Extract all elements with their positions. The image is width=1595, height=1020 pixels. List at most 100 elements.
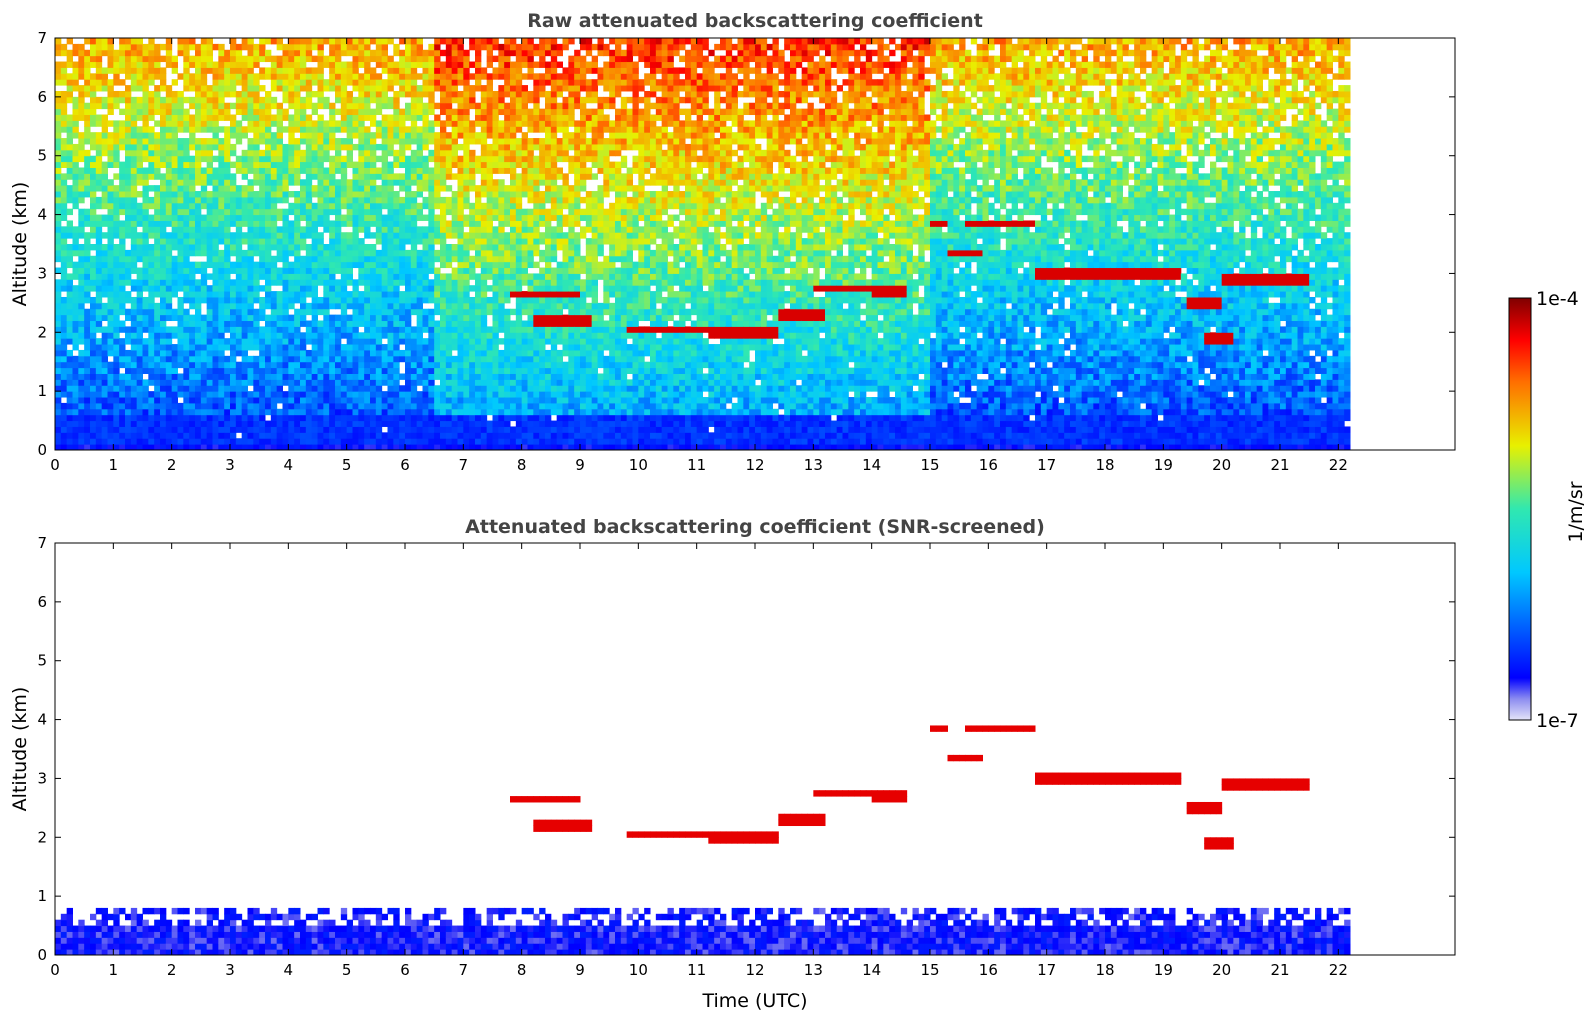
- heatmap-cell: [270, 55, 278, 63]
- heatmap-cell: [445, 367, 453, 374]
- heatmap-cell: [270, 385, 278, 392]
- heatmap-cell: [317, 85, 324, 92]
- heatmap-cell: [463, 302, 470, 310]
- heatmap-cell: [317, 261, 324, 269]
- heatmap-cell: [119, 132, 126, 139]
- heatmap-cell: [434, 185, 441, 192]
- heatmap-cell: [95, 444, 103, 450]
- heatmap-cell: [55, 349, 62, 357]
- heatmap-cell: [288, 332, 295, 339]
- heatmap-cell: [72, 285, 79, 292]
- heatmap-cell: [428, 226, 435, 233]
- heatmap-cell: [107, 79, 114, 86]
- heatmap-cell: [475, 196, 482, 204]
- heatmap-cell: [498, 391, 505, 398]
- heatmap-cell: [60, 332, 68, 339]
- heatmap-cell: [125, 43, 132, 51]
- heatmap-cell: [130, 249, 138, 257]
- heatmap-cell: [305, 391, 313, 398]
- heatmap-cell: [451, 332, 458, 339]
- heatmap-cell: [107, 149, 114, 157]
- heatmap-cell: [113, 232, 120, 239]
- heatmap-cell: [66, 49, 73, 57]
- heatmap-cell: [445, 355, 453, 363]
- heatmap-cell: [206, 255, 213, 263]
- heatmap-cell: [469, 385, 476, 392]
- heatmap-cell: [101, 114, 108, 121]
- heatmap-cell: [475, 226, 482, 233]
- heatmap-cell: [311, 138, 318, 145]
- heatmap-cell: [311, 173, 318, 180]
- heatmap-cell: [142, 120, 149, 127]
- heatmap-cell: [125, 202, 132, 210]
- heatmap-cell: [253, 49, 260, 57]
- heatmap-cell: [410, 120, 418, 127]
- heatmap-cell: [440, 285, 447, 292]
- heatmap-cell: [247, 149, 254, 157]
- heatmap-cell: [504, 232, 511, 239]
- heatmap-cell: [282, 267, 289, 274]
- heatmap-cell: [265, 114, 272, 121]
- heatmap-cell: [218, 308, 225, 316]
- heatmap-cell: [177, 385, 184, 392]
- heatmap-cell: [142, 214, 149, 221]
- heatmap-cell: [95, 320, 103, 327]
- heatmap-cell: [66, 338, 73, 345]
- heatmap-cell: [72, 85, 79, 92]
- heatmap-cell: [125, 179, 132, 186]
- heatmap-cell: [212, 132, 219, 139]
- heatmap-cell: [206, 320, 213, 327]
- heatmap-cell: [300, 391, 307, 398]
- heatmap-cell: [224, 391, 231, 398]
- heatmap-cell: [130, 391, 138, 398]
- heatmap-cell: [469, 332, 476, 339]
- heatmap-cell: [183, 38, 190, 45]
- heatmap-cell: [84, 373, 91, 380]
- heatmap-cell: [276, 61, 283, 68]
- heatmap-cell: [230, 38, 237, 45]
- heatmap-cell: [492, 373, 499, 380]
- heatmap-cell: [294, 255, 301, 263]
- heatmap-cell: [340, 214, 348, 221]
- heatmap-cell: [335, 426, 342, 433]
- heatmap-cell: [195, 61, 202, 68]
- heatmap-cell: [486, 232, 493, 239]
- heatmap-cell: [212, 155, 219, 163]
- heatmap-cell: [311, 132, 318, 139]
- heatmap-cell: [294, 114, 301, 121]
- heatmap-cell: [364, 414, 371, 422]
- heatmap-cell: [375, 108, 383, 116]
- heatmap-cell: [148, 296, 155, 304]
- heatmap-cell: [78, 367, 85, 374]
- heatmap-cell: [282, 232, 289, 239]
- heatmap-cell: [335, 355, 342, 363]
- heatmap-cell: [282, 414, 289, 422]
- heatmap-cell: [72, 367, 79, 374]
- heatmap-cell: [107, 432, 114, 439]
- heatmap-cell: [154, 432, 161, 439]
- heatmap-cell: [428, 391, 435, 398]
- heatmap-cell: [340, 367, 348, 374]
- heatmap-cell: [218, 67, 225, 74]
- heatmap-cell: [381, 185, 388, 192]
- heatmap-cell: [265, 261, 272, 269]
- heatmap-cell: [259, 214, 266, 221]
- heatmap-cell: [101, 102, 108, 110]
- heatmap-cell: [177, 279, 184, 286]
- heatmap-cell: [107, 302, 114, 310]
- heatmap-cell: [288, 96, 295, 104]
- heatmap-cell: [107, 414, 114, 422]
- heatmap-cell: [72, 402, 79, 410]
- heatmap-cell: [335, 73, 342, 80]
- heatmap-cell: [165, 120, 173, 127]
- heatmap-cell: [160, 220, 167, 227]
- heatmap-cell: [340, 397, 348, 404]
- heatmap-cell: [405, 167, 412, 174]
- heatmap-cell: [218, 43, 225, 51]
- heatmap-cell: [72, 355, 79, 363]
- heatmap-cell: [142, 397, 149, 404]
- heatmap-cell: [498, 185, 505, 192]
- heatmap-cell: [95, 273, 103, 280]
- heatmap-cell: [200, 185, 208, 192]
